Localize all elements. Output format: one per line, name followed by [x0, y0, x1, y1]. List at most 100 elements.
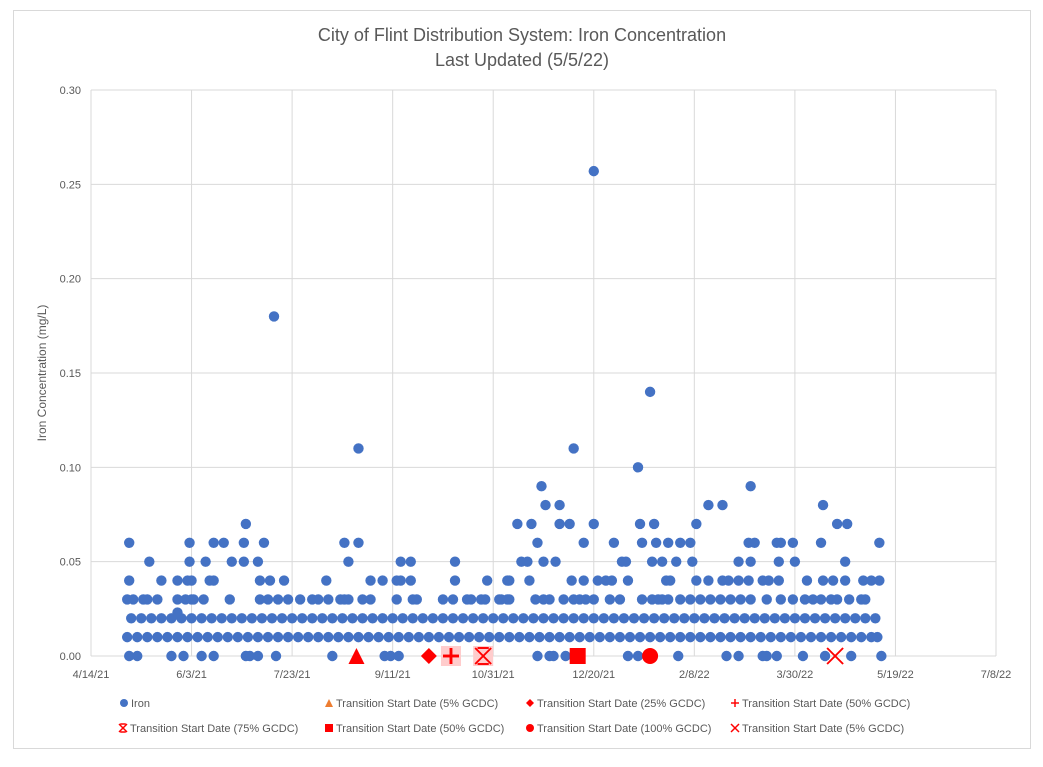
- legend-item-5pct-b[interactable]: Transition Start Date (5% GCDC): [730, 723, 904, 735]
- iron-point: [532, 650, 543, 662]
- iron-point: [186, 575, 197, 586]
- iron-point: [745, 481, 756, 492]
- legend-star-icon: [118, 723, 128, 733]
- iron-point: [266, 613, 278, 624]
- iron-point: [721, 650, 732, 662]
- iron-point: [779, 613, 791, 624]
- iron-point: [831, 518, 843, 530]
- iron-point: [725, 631, 736, 643]
- iron-point: [839, 575, 851, 586]
- legend-label: Transition Start Date (25% GCDC): [537, 698, 705, 710]
- legend-item-iron[interactable]: Iron: [120, 698, 150, 710]
- legend-item-75pct[interactable]: Transition Start Date (75% GCDC): [118, 723, 298, 735]
- iron-point: [136, 613, 147, 624]
- iron-point: [544, 631, 555, 643]
- iron-point: [152, 631, 163, 643]
- x-tick-label: 7/23/21: [274, 669, 311, 681]
- iron-point: [564, 631, 575, 643]
- iron-point: [735, 631, 746, 643]
- plus-icon: [734, 699, 736, 707]
- legend-item-100pct[interactable]: Transition Start Date (100% GCDC): [526, 723, 711, 735]
- iron-point: [558, 594, 569, 605]
- iron-point: [536, 481, 547, 492]
- iron-point: [846, 650, 857, 662]
- iron-point: [761, 650, 772, 662]
- iron-point: [650, 537, 662, 548]
- legend-marker: [526, 724, 534, 732]
- iron-point: [383, 631, 394, 643]
- iron-point: [588, 165, 599, 177]
- iron-point: [393, 631, 404, 643]
- iron-point: [622, 575, 634, 586]
- legend-item-25pct[interactable]: Transition Start Date (25% GCDC): [526, 698, 705, 710]
- iron-point: [282, 631, 294, 643]
- iron-point: [725, 594, 736, 605]
- iron-point: [841, 518, 853, 530]
- iron-point: [743, 575, 754, 586]
- iron-point: [184, 537, 195, 548]
- x-tick-label: 4/14/21: [73, 669, 110, 681]
- iron-point: [592, 575, 603, 586]
- iron-point: [634, 518, 646, 530]
- chart-title: City of Flint Distribution System: Iron …: [318, 25, 726, 45]
- iron-point: [294, 594, 306, 605]
- iron-point: [735, 594, 746, 605]
- iron-point: [238, 537, 250, 548]
- legend: Iron Transition Start Date (5% GCDC) Tra…: [118, 698, 910, 735]
- iron-point: [465, 594, 477, 605]
- iron-point: [494, 631, 505, 643]
- iron-point: [504, 575, 515, 586]
- iron-point: [357, 613, 368, 624]
- iron-point: [787, 537, 799, 548]
- iron-point: [765, 631, 776, 643]
- iron-point: [512, 518, 523, 530]
- iron-point: [473, 631, 485, 643]
- iron-point: [467, 613, 479, 624]
- iron-point: [773, 556, 784, 567]
- legend-item-50pct-b[interactable]: Transition Start Date (50% GCDC): [325, 723, 504, 735]
- iron-point: [817, 499, 829, 511]
- iron-point: [146, 613, 157, 624]
- x-tick-label: 2/8/22: [679, 669, 710, 681]
- legend-label: Iron: [131, 698, 150, 710]
- iron-point: [132, 650, 143, 662]
- iron-point: [797, 650, 809, 662]
- iron-point: [457, 613, 469, 624]
- iron-series: [122, 165, 887, 662]
- iron-point: [321, 575, 332, 586]
- triangle-icon: [325, 699, 333, 707]
- iron-point: [353, 537, 364, 548]
- transition-marker: [420, 648, 437, 664]
- iron-point: [771, 650, 782, 662]
- circle-icon: [526, 724, 534, 732]
- iron-point: [162, 631, 173, 643]
- y-tick-label: 0.30: [60, 85, 81, 97]
- iron-point: [488, 613, 499, 624]
- iron-point: [733, 575, 744, 586]
- iron-point: [278, 575, 290, 586]
- iron-point: [658, 613, 670, 624]
- iron-point: [719, 613, 730, 624]
- legend-item-5pct[interactable]: Transition Start Date (5% GCDC): [325, 698, 498, 710]
- iron-point: [192, 631, 203, 643]
- iron-point: [560, 650, 571, 662]
- iron-point: [695, 594, 706, 605]
- iron-point: [671, 556, 682, 567]
- x-tick-label: 3/30/22: [777, 669, 814, 681]
- iron-point: [447, 613, 459, 624]
- legend-diamond-icon: [526, 699, 534, 707]
- iron-point: [866, 575, 877, 586]
- legend-item-50pct[interactable]: Transition Start Date (50% GCDC): [731, 698, 910, 710]
- iron-point: [662, 537, 674, 548]
- iron-point: [775, 537, 787, 548]
- iron-point: [184, 556, 195, 567]
- transition-marker: [348, 648, 365, 664]
- iron-point: [755, 631, 766, 643]
- iron-point: [632, 650, 644, 662]
- iron-point: [580, 594, 591, 605]
- iron-point: [691, 575, 702, 586]
- iron-point: [212, 631, 223, 643]
- transition-markers: [348, 646, 844, 666]
- iron-point: [675, 631, 686, 643]
- iron-point: [268, 311, 280, 322]
